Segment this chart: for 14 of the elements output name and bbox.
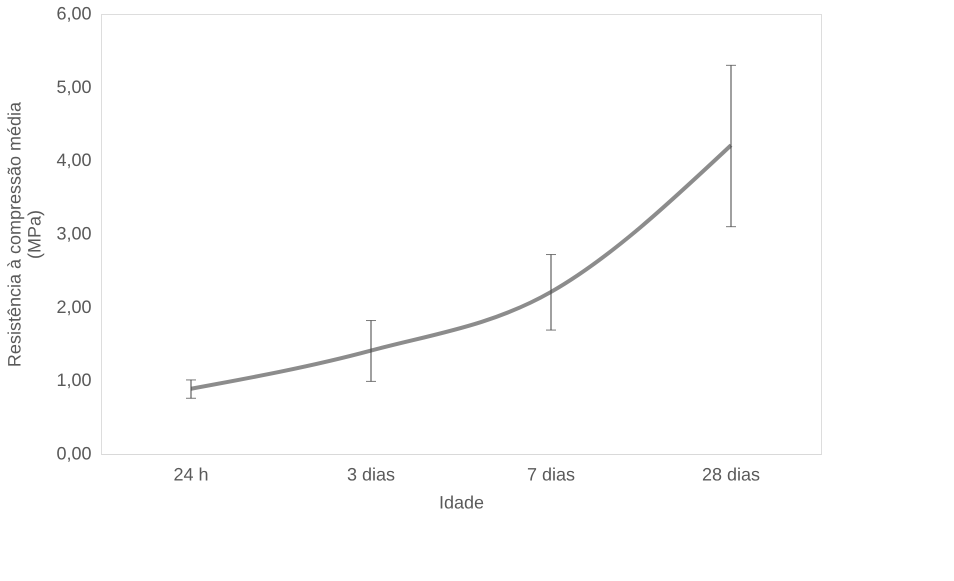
y-tick-label: 4,00 <box>56 150 92 170</box>
y-tick-label: 5,00 <box>56 76 92 97</box>
y-tick-label: 2,00 <box>56 296 92 317</box>
y-axis-title: Resistência à compressão média (MPa) <box>4 100 44 368</box>
line-series <box>189 143 733 391</box>
x-tick-label: 24 h <box>173 464 209 484</box>
x-tick-label: 28 dias <box>702 464 760 484</box>
y-tick-label: 0,00 <box>56 444 92 464</box>
y-tick-label: 6,00 <box>56 4 92 24</box>
y-tick-label: 1,00 <box>56 370 92 390</box>
x-axis-title: Idade <box>438 492 484 512</box>
x-tick-label: 7 dias <box>526 464 576 484</box>
x-tick-label: 3 dias <box>346 464 396 484</box>
y-tick-label: 3,00 <box>56 224 92 244</box>
